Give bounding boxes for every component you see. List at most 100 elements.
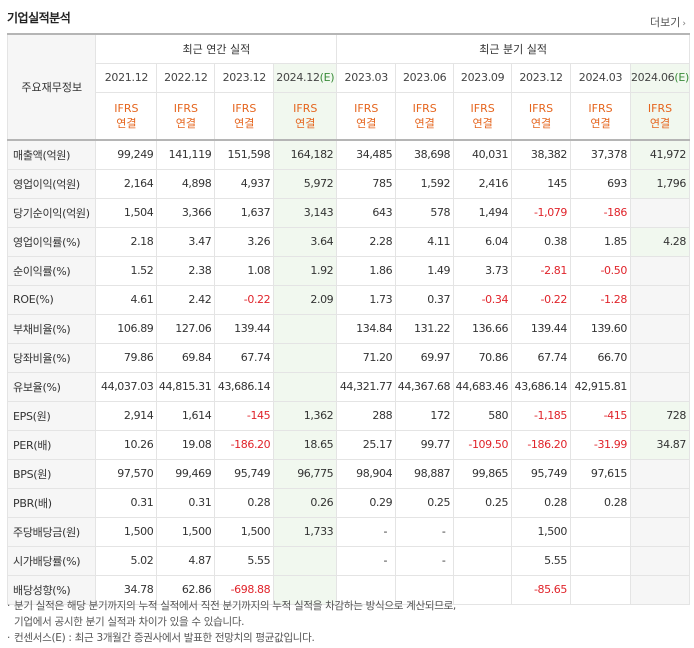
table-cell: 4,937: [214, 168, 275, 199]
table-cell: 66.70: [570, 342, 631, 373]
section-header: 기업실적분석 더보기 ›: [7, 0, 690, 31]
table-cell: 106.89: [95, 313, 158, 344]
table-cell: 578: [395, 197, 455, 228]
ifrs-basis-header: IFRS 연결: [629, 91, 691, 141]
table-cell: 98,887: [395, 458, 455, 489]
table-cell: 4.11: [395, 226, 455, 257]
table-cell: -0.22: [214, 284, 275, 315]
table-cell: 79.86: [95, 342, 158, 373]
row-header: 주요재무정보: [6, 33, 97, 141]
table-cell: 0.28: [570, 487, 631, 518]
table-cell: 97,570: [95, 458, 158, 489]
table-cell: 643: [336, 197, 397, 228]
row-label: BPS(원): [6, 458, 97, 489]
table-cell: 151,598: [214, 139, 275, 170]
consolidated-label: 연결: [649, 116, 671, 130]
table-cell: -85.65: [511, 574, 571, 605]
table-cell: [273, 574, 338, 605]
ifrs-row: IFRS 연결 IFRS 연결 IFRS 연결 IFRS 연결 IFRS 연결 IFRS 연결 IFRS…: [8, 91, 691, 141]
table-cell: 67.74: [511, 342, 571, 373]
table-row: 순이익률(%) 1.52 2.38 1.08 1.92 1.86 1.49 3.73 -2.81…: [6, 255, 691, 286]
table-cell: -698.88: [214, 574, 275, 605]
ifrs-label: IFRS: [528, 101, 554, 115]
table-cell: 4,898: [156, 168, 216, 199]
row-label: 유보율(%): [6, 371, 97, 402]
period-header: 2024.06(E): [629, 62, 691, 93]
period-header: 2023.06: [395, 62, 455, 93]
table-cell: [570, 516, 631, 547]
ifrs-basis-header: IFRS 연결: [214, 91, 275, 141]
table-cell: [629, 313, 691, 344]
ifrs-label: IFRS: [412, 101, 437, 115]
period-label: 2024.03: [578, 71, 623, 84]
table-cell: 3,143: [273, 197, 338, 228]
table-row: 배당성향(%) 34.78 62.86 -698.88 -85.65: [6, 574, 691, 605]
table-cell: 0.28: [511, 487, 571, 518]
ifrs-label: IFRS: [293, 101, 318, 115]
table-row: ROE(%) 4.61 2.42 -0.22 2.09 1.73 0.37 -0.34 -0.2…: [6, 284, 691, 315]
quarterly-group-header: 최근 분기 실적: [336, 33, 690, 64]
ifrs-label: IFRS: [470, 101, 495, 115]
table-cell: 3.73: [453, 255, 513, 286]
table-cell: 2.28: [336, 226, 397, 257]
row-label: 시가배당률(%): [6, 545, 97, 576]
ifrs-label: IFRS: [114, 101, 139, 115]
table-cell: 145: [511, 168, 571, 199]
period-header: 2024.03: [570, 62, 631, 93]
table-cell: 1,500: [156, 516, 216, 547]
table-cell: 0.37: [395, 284, 455, 315]
table-cell: 34.87: [629, 429, 691, 460]
table-cell: -145: [214, 400, 275, 431]
table-cell: 0.28: [214, 487, 275, 518]
table-cell: 134.84: [336, 313, 397, 344]
consolidated-label: 연결: [175, 116, 196, 130]
table-cell: 37,378: [570, 139, 631, 170]
table-cell: [570, 545, 631, 576]
table-cell: 19.08: [156, 429, 216, 460]
table-cell: [336, 574, 397, 605]
table-cell: [453, 574, 513, 605]
footnote-text: 컨센서스(E) : 최근 3개월간 증권사에서 발표한 전망치의 평균값입니다.: [14, 632, 315, 644]
table-cell: [629, 255, 691, 286]
table-cell: 4.61: [95, 284, 158, 315]
consolidated-label: 연결: [295, 116, 316, 130]
table-row: 시가배당률(%) 5.02 4.87 5.55- -5.55: [6, 545, 691, 576]
table-cell: 2.38: [156, 255, 216, 286]
table-cell: 98,904: [336, 458, 397, 489]
table-cell: [629, 458, 691, 489]
period-label: 2024.12: [276, 71, 320, 84]
period-label: 2024.06: [630, 71, 675, 84]
ifrs-label: IFRS: [354, 101, 379, 115]
table-cell: [395, 574, 455, 605]
table-cell: 44,321.77: [336, 371, 397, 402]
table-cell: 3,366: [156, 197, 216, 228]
table-cell: -31.99: [570, 429, 631, 460]
table-cell: 42,915.81: [570, 371, 631, 402]
period-row: 2021.12 2022.12 2023.12 2024.12(E) 2023.03 20…: [8, 62, 691, 93]
row-label: 부채비율(%): [6, 313, 97, 344]
table-row: BPS(원) 97,570 99,469 95,749 96,775 98,904 98,8…: [6, 458, 691, 489]
table-cell: 44,815.31: [156, 371, 216, 402]
table-cell: -415: [570, 400, 631, 431]
row-label: 당기순이익(억원): [6, 197, 97, 228]
table-cell: 1,362: [273, 400, 338, 431]
row-label: 배당성향(%): [6, 574, 97, 605]
ifrs-basis-header: IFRS 연결: [570, 91, 631, 141]
table-cell: 18.65: [273, 429, 338, 460]
table-cell: [629, 197, 691, 228]
period-header: 2023.12: [511, 62, 571, 93]
table-cell: 1,500: [214, 516, 275, 547]
consolidated-label: 연결: [116, 116, 137, 130]
table-cell: -0.34: [453, 284, 513, 315]
more-link[interactable]: 더보기 ›: [650, 14, 686, 30]
table-cell: -: [336, 516, 397, 547]
table-row: 영업이익률(%) 2.18 3.47 3.26 3.64 2.28 4.11 6.04 0.38…: [6, 226, 691, 257]
table-cell: 1.86: [336, 255, 397, 286]
table-cell: -186.20: [214, 429, 275, 460]
table-cell: 5,972: [273, 168, 338, 199]
chevron-right-icon: ›: [682, 19, 686, 29]
table-cell: 288: [336, 400, 397, 431]
ifrs-basis-header: IFRS 연결: [273, 91, 338, 141]
table-cell: 136.66: [453, 313, 513, 344]
table-cell: 69.84: [156, 342, 216, 373]
